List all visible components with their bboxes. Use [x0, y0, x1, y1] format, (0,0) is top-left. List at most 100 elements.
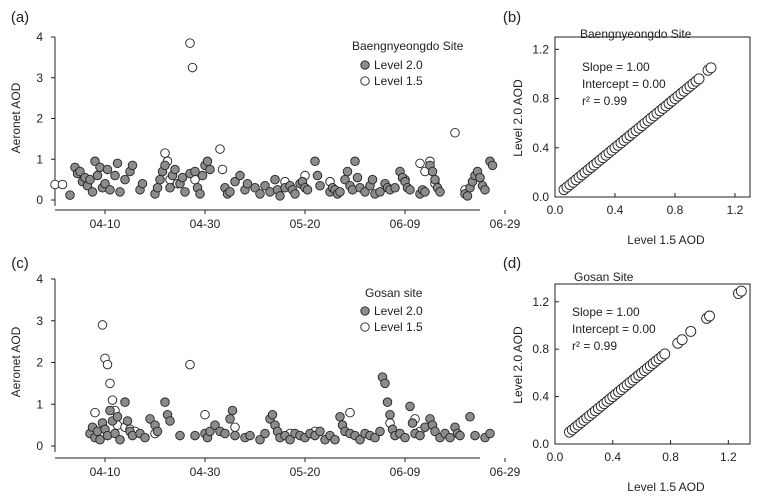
panel-c-point-level-2 [245, 430, 255, 441]
panel-a-point-level-2 [462, 191, 473, 201]
panel-b-stat-line: r² = 0.99 [582, 94, 627, 108]
panel-d-point [659, 348, 671, 360]
panel-c-x-tick-label: 06-29 [490, 465, 521, 479]
panel-a-point-level-1-5 [217, 164, 228, 175]
panel-c-point-level-2 [385, 409, 395, 420]
panel-a-point-level-2 [427, 166, 438, 177]
panel-b-stat-line: Intercept = 0.00 [582, 77, 666, 91]
panel-a-point-level-2 [235, 170, 245, 181]
panel-d-point [685, 325, 697, 337]
panel-c-point-level-1-5 [102, 359, 113, 370]
panel-a-point-level-2 [302, 185, 313, 195]
panel-b-y-tick-label: 0.4 [532, 141, 549, 155]
panel-a-point-level-2 [100, 178, 110, 189]
panel-c-point-level-2 [140, 432, 150, 443]
panel-c-point-level-2 [375, 426, 385, 437]
panel-c-point-level-2 [380, 378, 390, 389]
panel-a-point-level-2 [475, 172, 485, 183]
panel-b-frame [554, 36, 751, 198]
panel-c-point-level-2 [112, 412, 123, 422]
panel-c-point-level-1-5 [185, 359, 195, 370]
panel-a-point-level-2 [352, 172, 363, 183]
panel-d-y-tick-label: 0.8 [532, 342, 549, 356]
panel-c-point-level-2 [160, 397, 170, 407]
panel-c-legend-label: Level 1.5 [374, 320, 423, 334]
panel-c-point-level-1-5 [90, 407, 100, 418]
panel-c-y-tick-label: 1 [36, 397, 43, 411]
panel-a-point-level-2 [367, 174, 378, 185]
panel-a-point-level-2 [112, 158, 123, 169]
panel-a-legend-marker-level-1-5 [360, 76, 370, 86]
panel-b-y-axis-title: Level 2.0 AOD [511, 79, 525, 157]
panel-d-point [676, 334, 688, 346]
panel-b-y-tick-label: 0.0 [532, 190, 549, 204]
panel-d-y-tick-label: 0.0 [532, 437, 549, 451]
panel-d-point [704, 310, 716, 322]
panel-c-legend-marker-level-1-5 [360, 322, 370, 332]
panel-c-point-level-2 [110, 428, 120, 439]
panel-c-point-level-2 [260, 428, 270, 439]
panel-a-point-level-1-5 [160, 148, 170, 158]
panel-c-point-level-2 [407, 418, 418, 428]
panel-a-y-tick-label: 1 [36, 152, 43, 166]
panel-b-label: (b) [503, 9, 521, 26]
panel-c-legend-label: Level 2.0 [374, 304, 423, 318]
panel-b-point [705, 62, 717, 74]
panel-a-point-level-2 [155, 174, 165, 185]
panel-a-point-level-2 [205, 164, 215, 175]
panel-a-x-tick-label: 06-09 [390, 217, 421, 231]
panel-c-point-level-2 [145, 414, 155, 424]
panel-a-x-tick-label: 05-20 [290, 217, 321, 231]
panel-a-legend-label: Level 2.0 [374, 58, 423, 72]
panel-c-point-level-2 [95, 434, 105, 445]
panel-a-point-level-2 [170, 164, 180, 175]
panel-a-point-level-1-5 [187, 62, 198, 73]
panel-c-point-level-2 [405, 401, 415, 412]
panel-c-x-tick-label: 04-10 [90, 465, 121, 479]
panel-c-point-level-1-5 [107, 395, 118, 405]
panel-c-y-tick-label: 3 [36, 314, 43, 328]
panel-a-point-level-2 [115, 187, 125, 197]
panel-a-y-axis-title: Aeronet AOD [9, 82, 23, 153]
panel-c-point-level-2 [190, 430, 200, 441]
panel-c-point-level-1-5 [200, 409, 210, 420]
panel-c-point-level-2 [455, 430, 465, 441]
panel-a-point-level-2 [65, 190, 75, 200]
panel-c-point-level-1-5 [97, 320, 108, 330]
panel-b-y-tick-label: 0.8 [532, 92, 549, 106]
panel-c-point-level-2 [120, 397, 130, 407]
panel-a-label: (a) [11, 9, 29, 26]
panel-a-point-level-2 [420, 187, 430, 197]
panel-c-point-level-2 [315, 426, 325, 437]
panel-a-point-level-2 [165, 183, 175, 193]
panel-a-y-tick-label: 2 [36, 112, 43, 126]
panel-a-point-level-2 [85, 174, 95, 185]
panel-c-point-level-2 [445, 432, 455, 443]
panel-a-point-level-2 [87, 187, 98, 197]
panel-b-point [693, 73, 705, 85]
panel-b-y-tick-label: 1.2 [532, 42, 549, 56]
panel-d-y-tick-label: 1.2 [532, 295, 549, 309]
panel-c-point-level-2 [267, 409, 278, 420]
panel-c-point-level-2 [400, 432, 410, 443]
panel-a-point-level-2 [375, 187, 385, 197]
panel-a-x-tick-label: 04-10 [90, 217, 121, 231]
panel-c-x-tick-label: 06-09 [390, 465, 421, 479]
panel-a-point-level-2 [405, 185, 415, 195]
panel-d-x-tick-label: 1.2 [720, 450, 737, 464]
panel-c-point-level-2 [430, 426, 440, 437]
panel-c-point-level-2 [165, 416, 175, 426]
panel-c-label: (c) [11, 255, 29, 272]
panel-a-point-level-1-5 [185, 38, 195, 48]
panel-a-point-level-2 [120, 174, 130, 185]
panel-a-point-level-2 [260, 180, 270, 191]
panel-b-stat-line: Slope = 1.00 [582, 60, 650, 74]
panel-c-point-level-2 [105, 405, 115, 416]
panel-a-point-level-1-5 [57, 179, 68, 190]
panel-d-stat-line: Slope = 1.00 [572, 305, 640, 319]
panel-a-point-level-2 [75, 166, 85, 177]
panel-a-point-level-2 [250, 183, 260, 193]
panel-a-point-level-2 [177, 172, 188, 183]
panel-c-point-level-2 [335, 412, 345, 422]
